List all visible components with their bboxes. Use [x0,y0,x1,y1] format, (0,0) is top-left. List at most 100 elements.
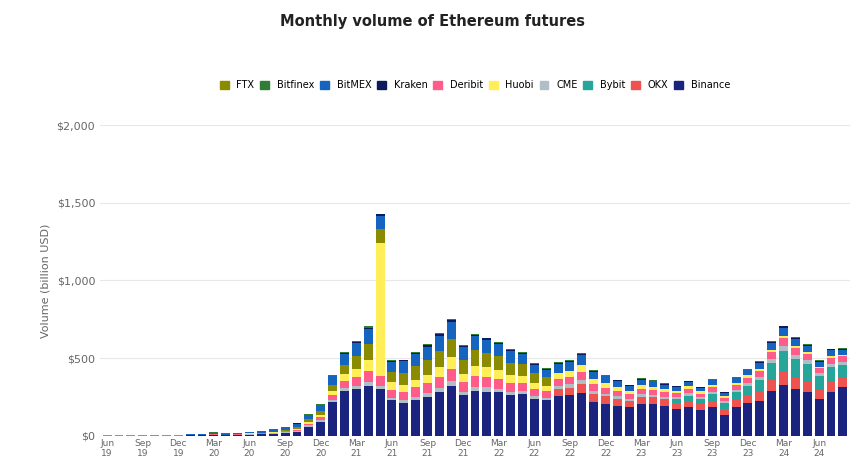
Bar [791,359,800,378]
Bar [280,433,290,436]
Bar [767,350,776,352]
Bar [613,387,622,391]
Bar [328,375,337,376]
Bar [838,365,848,378]
Bar [435,377,444,388]
Bar [352,356,361,369]
Bar [637,379,645,380]
Bar [708,387,717,392]
Bar [447,319,456,320]
Bar [672,393,682,397]
Bar [388,362,396,371]
Bar [530,389,539,396]
Bar [577,384,586,393]
Bar [791,339,800,346]
Bar [269,429,278,432]
Bar [744,370,753,376]
Bar [672,386,682,387]
Bar [684,393,693,395]
Bar [364,371,373,382]
Bar [684,386,693,389]
Bar [613,405,622,436]
Bar [755,380,765,391]
Bar [245,432,254,433]
Bar [375,229,385,243]
Bar [649,380,657,381]
Bar [400,359,408,360]
Bar [506,349,515,350]
Bar [601,377,610,383]
Bar [684,389,693,393]
Bar [791,355,800,359]
Bar [458,395,468,436]
Bar [530,363,539,364]
Bar [744,383,753,386]
Bar [518,354,527,364]
Bar [388,360,396,361]
Bar [209,434,218,435]
Bar [280,427,290,429]
Bar [767,341,776,342]
Bar [518,394,527,436]
Bar [779,338,788,346]
Bar [458,360,468,374]
Bar [554,373,562,379]
Bar [838,350,848,355]
Bar [388,361,396,362]
Bar [447,320,456,322]
Bar [506,395,515,436]
Bar [352,389,361,436]
Bar [577,393,586,436]
Bar [518,364,527,376]
Bar [483,353,491,368]
Bar [317,411,325,415]
Bar [660,385,670,389]
Bar [696,391,705,394]
Bar [779,325,788,326]
Bar [708,380,717,385]
Bar [577,371,586,380]
Bar [732,407,740,436]
Bar [744,376,753,378]
Bar [554,386,562,389]
Bar [601,394,610,396]
Bar [720,401,728,403]
Bar [577,355,586,365]
Bar [660,397,670,399]
Bar [566,371,574,377]
Bar [530,373,539,383]
Bar [483,338,491,339]
Bar [613,380,622,381]
Bar [364,326,373,328]
Bar [672,399,682,403]
Text: Monthly volume of Ethereum futures: Monthly volume of Ethereum futures [280,14,585,29]
Bar [613,391,622,396]
Bar [506,350,515,351]
Bar [375,214,385,216]
Bar [494,392,503,436]
Bar [400,360,408,361]
Bar [625,401,634,407]
Bar [720,392,728,393]
Bar [458,382,468,392]
Bar [625,407,634,436]
Bar [234,433,242,434]
Bar [411,380,420,387]
Bar [827,350,836,356]
Bar [660,405,670,436]
Bar [328,395,337,400]
Bar [388,400,396,436]
Bar [838,378,848,387]
Bar [518,383,527,391]
Bar [423,383,432,393]
Bar [637,404,645,436]
Bar [328,376,337,377]
Bar [506,375,515,383]
Bar [257,433,266,434]
Bar [411,354,420,366]
Bar [767,363,776,380]
Bar [601,396,610,404]
Bar [803,360,811,364]
Bar [803,344,811,345]
Bar [340,388,349,391]
